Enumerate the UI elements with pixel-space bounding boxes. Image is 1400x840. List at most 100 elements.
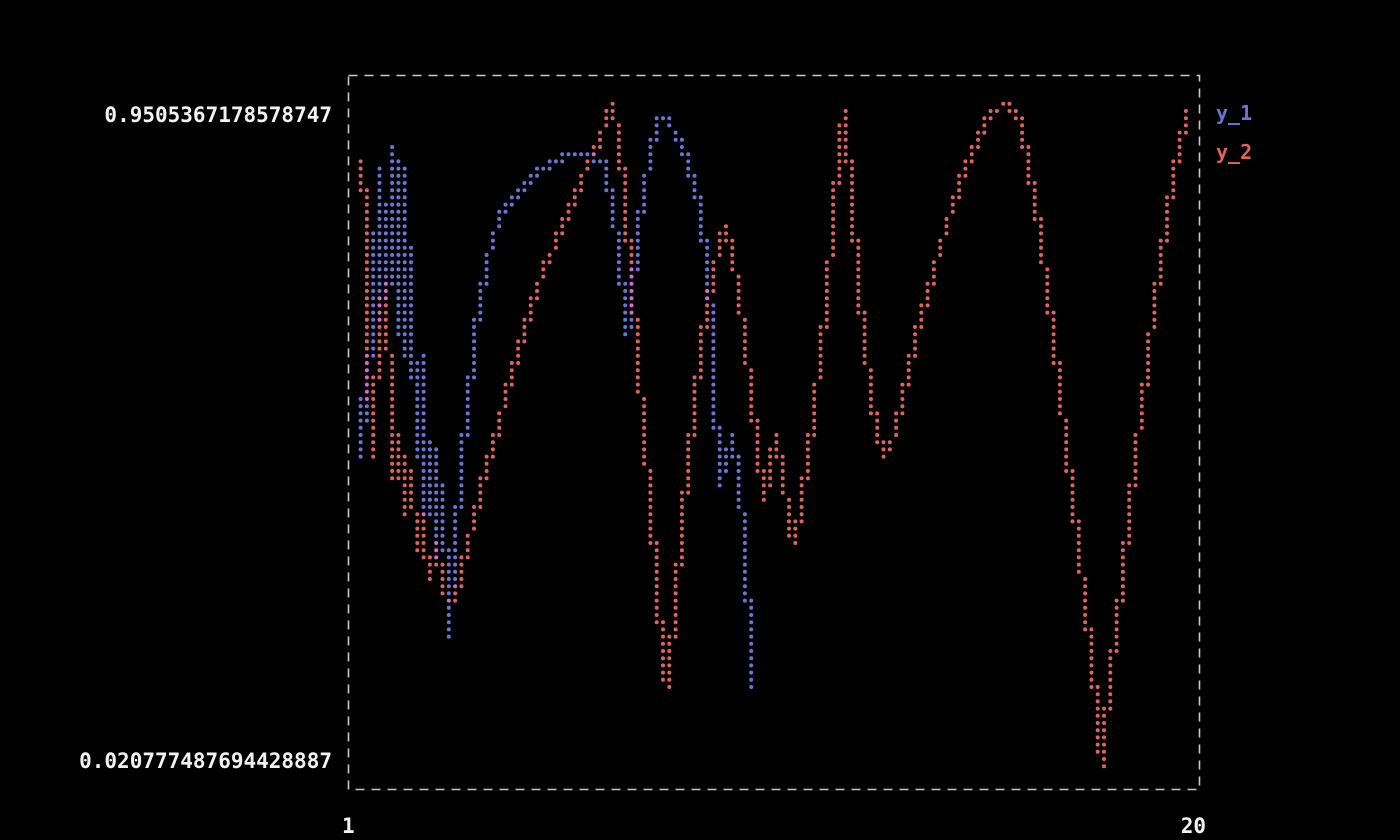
y2-dot (1152, 317, 1157, 322)
y1-dot (434, 469, 439, 473)
y1-dot (402, 253, 407, 257)
y2-dot (661, 634, 665, 639)
y1-dot (730, 440, 735, 445)
y2-dot (1133, 461, 1138, 466)
y1-dot (711, 325, 716, 329)
y1-dot (698, 238, 703, 243)
y1-dot (472, 368, 476, 373)
y1-dot (705, 253, 710, 257)
y2-dot (459, 562, 464, 567)
y2-dot (402, 469, 407, 473)
y2-dot (427, 577, 432, 581)
y2-dot (635, 325, 640, 329)
y2-dot (1064, 454, 1069, 459)
y1-dot (409, 361, 413, 365)
y2-dot (805, 469, 810, 473)
y1-dot (749, 670, 754, 675)
y2-dot (654, 548, 659, 553)
y1-dot (371, 238, 376, 243)
y1-dot (434, 483, 439, 488)
y2-dot (969, 159, 974, 164)
y1-dot (383, 231, 388, 236)
y2-dot (755, 418, 760, 423)
y2-dot (736, 281, 741, 286)
y2-dot (623, 224, 628, 229)
y2-dot (1045, 274, 1050, 279)
y2-dot (1026, 159, 1031, 164)
y2-dot (415, 533, 420, 538)
y1-dot (610, 217, 615, 221)
y1-dot (661, 116, 665, 121)
y2-dot (988, 109, 993, 113)
y2-dot (472, 519, 476, 524)
y2-dot (1064, 418, 1069, 423)
y2-dot (698, 332, 703, 337)
y1-dot (377, 166, 382, 171)
y1-dot (742, 512, 747, 517)
y2-dot (1089, 641, 1094, 646)
y2-dot (459, 555, 464, 560)
y2-dot (856, 253, 861, 257)
y2-dot (862, 317, 867, 322)
y1-dot (711, 339, 716, 344)
y2-dot (850, 159, 854, 164)
y2-dot (957, 181, 962, 185)
y2-dot (440, 562, 445, 567)
y1-dot (705, 281, 710, 286)
y2-dot (906, 375, 911, 380)
y1-dot (635, 217, 640, 221)
y1-dot (396, 260, 401, 265)
y1-dot (749, 627, 754, 632)
y2-dot (654, 598, 659, 603)
y2-dot (799, 512, 804, 517)
y2-dot (1057, 368, 1062, 373)
y2-dot (862, 332, 867, 337)
y2-dot (1095, 713, 1100, 718)
y2-dot (364, 281, 369, 286)
y2-dot (698, 325, 703, 329)
y2-dot (925, 281, 930, 286)
y1-dot (415, 361, 420, 365)
y2-dot (478, 497, 483, 502)
y1-dot (724, 469, 728, 473)
y2-dot (654, 555, 659, 560)
y1-dot (446, 591, 451, 596)
overlap-dot (629, 310, 634, 315)
y2-dot (1158, 245, 1163, 250)
y2-dot (906, 353, 911, 358)
y1-dot (371, 346, 376, 351)
y2-dot (667, 685, 672, 689)
y1-dot (402, 202, 407, 207)
y2-dot (686, 433, 691, 437)
y2-dot (560, 231, 565, 236)
y1-dot (446, 555, 451, 560)
y1-dot (371, 260, 376, 265)
y1-dot (673, 137, 678, 142)
y2-dot (818, 361, 823, 365)
y2-dot (642, 433, 647, 437)
y2-dot (1152, 289, 1157, 293)
y1-dot (717, 425, 722, 430)
y2-dot (1171, 195, 1176, 200)
y1-dot (446, 584, 451, 589)
y2-dot (421, 526, 426, 531)
y2-dot (371, 411, 376, 416)
y2-dot (648, 512, 653, 517)
y2-dot (717, 231, 722, 236)
y1-dot (616, 274, 621, 279)
y1-dot (478, 317, 483, 322)
y1-dot (421, 375, 426, 380)
y2-dot (364, 289, 369, 293)
y1-dot (459, 469, 464, 473)
y1-dot (711, 303, 716, 308)
y1-dot (686, 173, 691, 178)
y2-dot (944, 224, 949, 229)
y2-dot (742, 332, 747, 337)
y2-dot (1152, 296, 1157, 301)
y2-dot (868, 368, 873, 373)
y1-dot (749, 605, 754, 610)
y1-dot (396, 281, 401, 286)
y1-dot (409, 303, 413, 308)
y1-dot (692, 188, 697, 193)
y2-dot (654, 577, 659, 581)
